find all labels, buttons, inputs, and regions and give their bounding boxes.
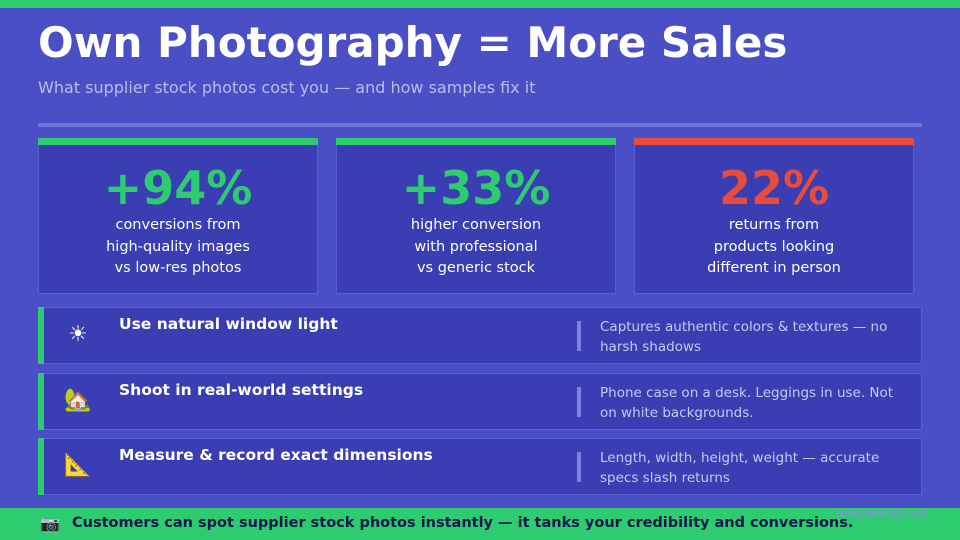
tip-separator	[577, 387, 581, 417]
stat-line: high-quality images	[106, 238, 250, 255]
tip-line: on white backgrounds.	[600, 405, 754, 421]
tip-line: specs slash returns	[600, 470, 730, 486]
stat-line: different in person	[707, 260, 841, 276]
tip-separator	[577, 452, 581, 482]
stat-description: conversions from high-quality images vs lo…	[39, 215, 317, 280]
stat-line: vs low-res photos	[114, 260, 242, 276]
stat-line: with professional	[414, 238, 538, 255]
footer-text: Customers can spot supplier stock photos…	[72, 515, 854, 531]
stat-line: returns from	[728, 217, 820, 233]
brand: NINEMARKETER	[836, 507, 929, 520]
tip-separator	[577, 321, 581, 351]
stat-value: +33%	[401, 161, 551, 215]
tip-row: ☀ Use natural window light Captures authen…	[38, 307, 922, 364]
footer-bar	[0, 508, 960, 540]
stat-value: +94%	[103, 161, 253, 215]
card-accent	[634, 138, 914, 145]
subtitle: What supplier stock photos cost you — an…	[38, 78, 536, 97]
tip-title: Use natural window light	[119, 315, 338, 333]
tip-line: Captures authentic colors & textures — n…	[600, 319, 888, 335]
tip-title: Shoot in real-world settings	[119, 381, 364, 399]
stat-line: higher conversion	[410, 217, 542, 233]
stat-line: products looking	[713, 238, 835, 255]
tip-description: Captures authentic colors & textures — n…	[600, 317, 887, 357]
footer-icon: 📷	[40, 514, 60, 533]
tip-title: Measure & record exact dimensions	[119, 446, 433, 464]
top-bar	[0, 0, 960, 8]
title: Own Photography = More Sales	[38, 18, 788, 67]
tip-description: Length, width, height, weight — accurate…	[600, 448, 879, 488]
row-accent	[38, 438, 44, 495]
row-accent	[38, 373, 44, 430]
tip-description: Phone case on a desk. Leggings in use. N…	[600, 383, 893, 423]
tip-row: 🏡 Shoot in real-world settings Phone case …	[38, 373, 922, 430]
card-accent	[38, 138, 318, 145]
stat-value: 22%	[718, 161, 830, 215]
stat-card: 22% returns from products looking different…	[634, 138, 914, 294]
stat-description: returns from products looking different in…	[635, 215, 913, 280]
stat-card: +33% higher conversion with professional vs…	[336, 138, 616, 294]
stat-card: +94% conversions from high-quality images v…	[38, 138, 318, 294]
stat-line: conversions from	[115, 217, 241, 233]
tip-line: Length, width, height, weight — accurate	[600, 450, 880, 466]
tip-line: Phone case on a desk. Leggings in use. N…	[600, 385, 894, 401]
tip-row: 📐 Measure & record exact dimensions Length…	[38, 438, 922, 495]
stat-description: higher conversion with professional vs gen…	[337, 215, 615, 280]
stat-line: vs generic stock	[416, 260, 536, 276]
tip-line: harsh shadows	[600, 339, 702, 355]
tip-icon: ☀	[68, 322, 88, 347]
card-accent	[336, 138, 616, 145]
divider	[38, 123, 922, 127]
row-accent	[38, 307, 44, 364]
tip-icon: 🏡	[64, 388, 92, 413]
tip-icon: 📐	[64, 453, 92, 478]
